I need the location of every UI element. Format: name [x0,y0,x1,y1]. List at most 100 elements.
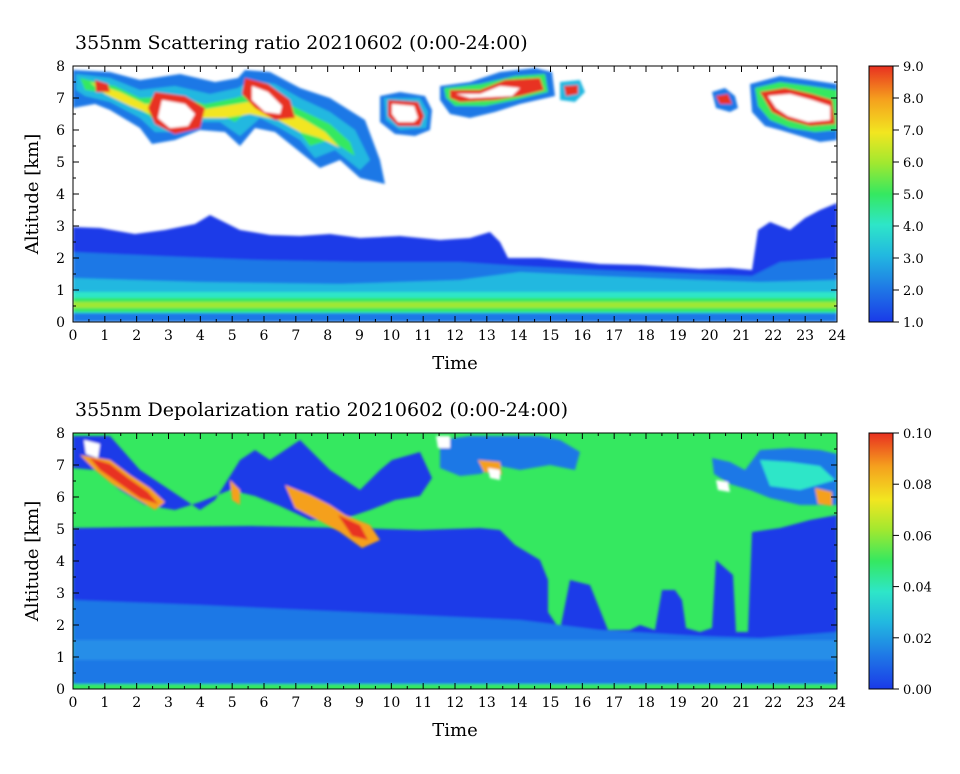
colorbar-tick-label: 4.0 [903,220,924,235]
x-tick-label: 3 [164,328,173,344]
panel-scattering-ratio: 355nm Scattering ratio 20210602 (0:00-24… [22,32,924,374]
x-tick-label: 6 [260,695,269,711]
y-axis-label: Altitude [km] [22,134,43,256]
x-axis: 0 1 2 3 4 5 6 7 8 9 10 11 12 13 14 15 16 17 18 19 20 21 22 23 24 [69,433,846,711]
x-tick-label: 24 [828,695,846,711]
x-tick-label: 10 [382,328,400,344]
colorbar-tick-label: 2.0 [903,284,924,299]
x-tick-label: 13 [478,695,496,711]
y-axis-label: Altitude [km] [22,501,43,623]
x-tick-label: 8 [323,328,332,344]
x-tick-label: 20 [701,695,719,711]
x-tick-label: 14 [510,695,528,711]
x-tick-label: 18 [637,328,655,344]
x-tick-label: 16 [573,328,591,344]
x-tick-label: 11 [414,328,432,344]
colorbar-ticks: 0.00 0.02 0.04 0.06 0.08 0.10 [893,427,932,698]
upper-cloud-depol [73,436,837,548]
y-tick-label: 4 [56,554,65,570]
y-tick-label: 3 [56,219,65,235]
colorbar-tick-label: 9.0 [903,60,924,75]
y-tick-label: 1 [56,650,65,666]
y-tick-label: 1 [56,283,65,299]
colorbar-tick-label: 0.00 [903,683,932,698]
x-tick-label: 13 [478,328,496,344]
cirrus-clouds [73,68,837,184]
x-tick-label: 4 [196,328,205,344]
x-tick-label: 9 [355,328,364,344]
x-tick-label: 24 [828,328,846,344]
x-tick-label: 22 [764,695,782,711]
x-tick-label: 8 [323,695,332,711]
colorbar-tick-label: 8.0 [903,92,924,107]
panel-depolarization-ratio: 355nm Depolarization ratio 20210602 (0:0… [22,399,932,741]
x-tick-label: 2 [132,695,141,711]
x-tick-label: 15 [542,328,560,344]
x-tick-label: 2 [132,328,141,344]
x-tick-label: 23 [796,695,814,711]
low-depol-region [73,515,837,689]
y-axis: 0 1 2 3 4 5 6 7 8 [56,59,837,331]
x-tick-label: 18 [637,695,655,711]
x-axis-label: Time [432,353,477,374]
x-tick-label: 1 [100,328,109,344]
colorbar-tick-label: 7.0 [903,124,924,139]
x-tick-label: 23 [796,328,814,344]
y-tick-label: 4 [56,187,65,203]
x-tick-label: 1 [100,695,109,711]
x-tick-label: 22 [764,328,782,344]
y-tick-label: 0 [56,682,65,698]
x-tick-label: 21 [733,328,751,344]
colorbar-tick-label: 0.08 [903,478,932,493]
x-tick-label: 6 [260,328,269,344]
x-tick-label: 7 [291,328,300,344]
plot-area [73,66,837,322]
y-tick-label: 5 [56,522,65,538]
y-tick-label: 0 [56,315,65,331]
chart-title: 355nm Scattering ratio 20210602 (0:00-24… [75,32,528,54]
colorbar [868,65,894,323]
colorbar-tick-label: 5.0 [903,188,924,203]
x-tick-label: 0 [69,328,78,344]
x-tick-label: 5 [228,328,237,344]
y-tick-label: 8 [56,59,65,75]
y-tick-label: 7 [56,458,65,474]
x-tick-label: 15 [542,695,560,711]
x-tick-label: 4 [196,695,205,711]
y-tick-label: 7 [56,91,65,107]
x-tick-label: 5 [228,695,237,711]
colorbar-tick-label: 3.0 [903,252,924,267]
colorbar-ticks: 1.0 2.0 3.0 4.0 5.0 6.0 7.0 8.0 9.0 [893,60,924,331]
colorbar-tick-label: 1.0 [903,316,924,331]
x-tick-label: 12 [446,328,464,344]
colorbar-tick-label: 0.02 [903,632,932,647]
x-tick-label: 7 [291,695,300,711]
x-tick-label: 17 [605,695,623,711]
chart-title: 355nm Depolarization ratio 20210602 (0:0… [75,399,568,421]
colorbar-tick-label: 0.04 [903,581,932,596]
colorbar-tick-label: 0.06 [903,529,932,544]
y-tick-label: 6 [56,123,65,139]
x-axis: 0 1 2 3 4 5 6 7 8 9 10 11 12 13 14 15 16 17 18 19 20 21 22 23 24 [69,66,846,344]
plot-area [73,433,837,689]
colorbar-tick-label: 0.10 [903,427,932,442]
x-tick-label: 12 [446,695,464,711]
colorbar [868,432,894,690]
colorbar-tick-label: 6.0 [903,156,924,171]
x-tick-label: 9 [355,695,364,711]
x-tick-label: 11 [414,695,432,711]
x-tick-label: 19 [669,695,687,711]
x-tick-label: 21 [733,695,751,711]
x-tick-label: 14 [510,328,528,344]
x-tick-label: 0 [69,695,78,711]
y-axis: 0 1 2 3 4 5 6 7 8 [56,426,837,698]
y-tick-label: 8 [56,426,65,442]
y-tick-label: 2 [56,251,65,267]
y-tick-label: 2 [56,618,65,634]
x-tick-label: 20 [701,328,719,344]
y-tick-label: 6 [56,490,65,506]
x-tick-label: 3 [164,695,173,711]
y-tick-label: 3 [56,586,65,602]
